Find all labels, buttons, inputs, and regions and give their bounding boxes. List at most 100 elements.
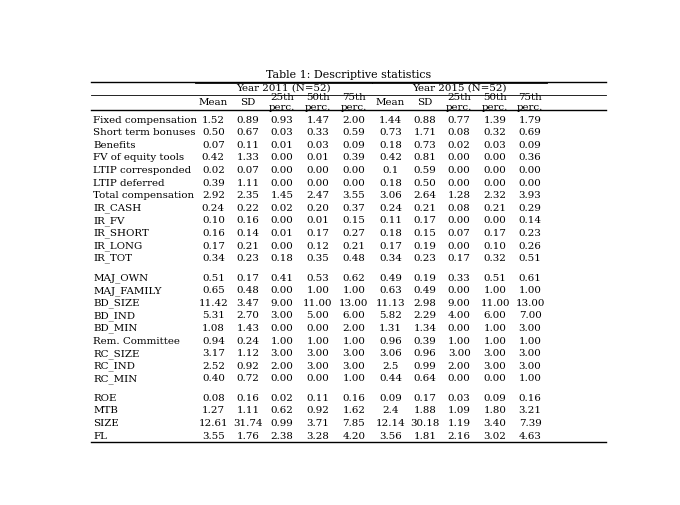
Text: perc.: perc. xyxy=(269,103,295,112)
Text: 3.06: 3.06 xyxy=(379,191,402,200)
Text: 0.09: 0.09 xyxy=(343,141,365,150)
Text: 0.10: 0.10 xyxy=(483,241,507,250)
Text: 0.61: 0.61 xyxy=(519,274,541,283)
Text: 0.59: 0.59 xyxy=(414,166,437,175)
Text: 0.34: 0.34 xyxy=(379,254,402,263)
Text: 0.18: 0.18 xyxy=(271,254,294,263)
Text: 0.73: 0.73 xyxy=(414,141,437,150)
Text: 0.50: 0.50 xyxy=(414,179,437,188)
Text: 0.08: 0.08 xyxy=(448,204,471,213)
Text: 0.00: 0.00 xyxy=(483,166,507,175)
Text: 0.62: 0.62 xyxy=(271,407,294,416)
Text: 0.03: 0.03 xyxy=(483,141,507,150)
Text: 0.48: 0.48 xyxy=(342,254,365,263)
Text: 0.20: 0.20 xyxy=(307,204,329,213)
Text: 2.52: 2.52 xyxy=(202,362,225,371)
Text: 11.13: 11.13 xyxy=(375,299,405,308)
Text: 0.18: 0.18 xyxy=(379,141,402,150)
Text: 0.02: 0.02 xyxy=(202,166,225,175)
Text: 3.00: 3.00 xyxy=(307,362,329,371)
Text: 0.96: 0.96 xyxy=(379,337,402,345)
Text: 2.32: 2.32 xyxy=(483,191,507,200)
Text: 0.50: 0.50 xyxy=(202,128,224,137)
Text: 0.00: 0.00 xyxy=(343,179,365,188)
Text: 1.88: 1.88 xyxy=(413,407,437,416)
Text: FL: FL xyxy=(93,432,107,441)
Text: 1.00: 1.00 xyxy=(519,374,541,383)
Text: 3.47: 3.47 xyxy=(237,299,260,308)
Text: 1.43: 1.43 xyxy=(237,324,260,333)
Text: 0.21: 0.21 xyxy=(483,204,507,213)
Text: 0.08: 0.08 xyxy=(202,394,224,403)
Text: 5.82: 5.82 xyxy=(379,312,402,321)
Text: 4.00: 4.00 xyxy=(447,312,471,321)
Text: 0.00: 0.00 xyxy=(271,374,294,383)
Text: 0.40: 0.40 xyxy=(202,374,225,383)
Text: 1.12: 1.12 xyxy=(237,349,260,358)
Text: 0.93: 0.93 xyxy=(271,116,294,125)
Text: 0.64: 0.64 xyxy=(413,374,437,383)
Text: 0.00: 0.00 xyxy=(271,154,294,163)
Text: 0.00: 0.00 xyxy=(271,166,294,175)
Text: perc.: perc. xyxy=(305,103,331,112)
Text: SIZE: SIZE xyxy=(93,419,119,428)
Text: 1.00: 1.00 xyxy=(307,286,329,295)
Text: 0.88: 0.88 xyxy=(414,116,437,125)
Text: 13.00: 13.00 xyxy=(515,299,545,308)
Text: 1.47: 1.47 xyxy=(307,116,329,125)
Text: 1.27: 1.27 xyxy=(202,407,225,416)
Text: 0.00: 0.00 xyxy=(483,216,507,225)
Text: 1.08: 1.08 xyxy=(202,324,225,333)
Text: 0.33: 0.33 xyxy=(307,128,329,137)
Text: 0.08: 0.08 xyxy=(448,128,471,137)
Text: 2.29: 2.29 xyxy=(413,312,437,321)
Text: 0.42: 0.42 xyxy=(202,154,225,163)
Text: Benefits: Benefits xyxy=(93,141,136,150)
Text: 2.35: 2.35 xyxy=(237,191,260,200)
Text: 0.16: 0.16 xyxy=(202,229,225,238)
Text: 75th: 75th xyxy=(518,92,542,102)
Text: Short term bonuses: Short term bonuses xyxy=(93,128,196,137)
Text: 3.02: 3.02 xyxy=(483,432,507,441)
Text: 0.39: 0.39 xyxy=(414,337,437,345)
Text: Year 2011 (N=52): Year 2011 (N=52) xyxy=(236,84,330,93)
Text: perc.: perc. xyxy=(446,103,473,112)
Text: 0.51: 0.51 xyxy=(519,254,541,263)
Text: 0.17: 0.17 xyxy=(237,274,260,283)
Text: 4.20: 4.20 xyxy=(342,432,365,441)
Text: 3.00: 3.00 xyxy=(519,349,541,358)
Text: MAJ_FAMILY: MAJ_FAMILY xyxy=(93,286,162,295)
Text: 0.11: 0.11 xyxy=(237,141,260,150)
Text: 0.35: 0.35 xyxy=(307,254,329,263)
Text: IR_SHORT: IR_SHORT xyxy=(93,229,149,238)
Text: 0.00: 0.00 xyxy=(448,216,471,225)
Text: 0.00: 0.00 xyxy=(519,166,541,175)
Text: IR_CASH: IR_CASH xyxy=(93,204,141,213)
Text: perc.: perc. xyxy=(482,103,508,112)
Text: 0.11: 0.11 xyxy=(307,394,329,403)
Text: 13.00: 13.00 xyxy=(339,299,369,308)
Text: 0.00: 0.00 xyxy=(448,241,471,250)
Text: 0.03: 0.03 xyxy=(307,141,329,150)
Text: 1.00: 1.00 xyxy=(342,337,365,345)
Text: Total compensation: Total compensation xyxy=(93,191,194,200)
Text: 1.44: 1.44 xyxy=(379,116,402,125)
Text: 12.14: 12.14 xyxy=(375,419,405,428)
Text: 0.42: 0.42 xyxy=(379,154,402,163)
Text: 0.53: 0.53 xyxy=(307,274,329,283)
Text: 0.22: 0.22 xyxy=(237,204,260,213)
Text: 0.17: 0.17 xyxy=(379,241,402,250)
Text: 1.31: 1.31 xyxy=(379,324,402,333)
Text: 0.00: 0.00 xyxy=(448,179,471,188)
Text: 3.40: 3.40 xyxy=(483,419,507,428)
Text: 0.07: 0.07 xyxy=(237,166,260,175)
Text: 0.62: 0.62 xyxy=(342,274,365,283)
Text: 2.00: 2.00 xyxy=(342,324,365,333)
Text: 0.09: 0.09 xyxy=(379,394,402,403)
Text: 0.63: 0.63 xyxy=(379,286,402,295)
Text: 1.00: 1.00 xyxy=(519,337,541,345)
Text: 0.00: 0.00 xyxy=(271,324,294,333)
Text: 3.00: 3.00 xyxy=(271,349,294,358)
Text: 0.69: 0.69 xyxy=(519,128,541,137)
Text: 2.38: 2.38 xyxy=(271,432,294,441)
